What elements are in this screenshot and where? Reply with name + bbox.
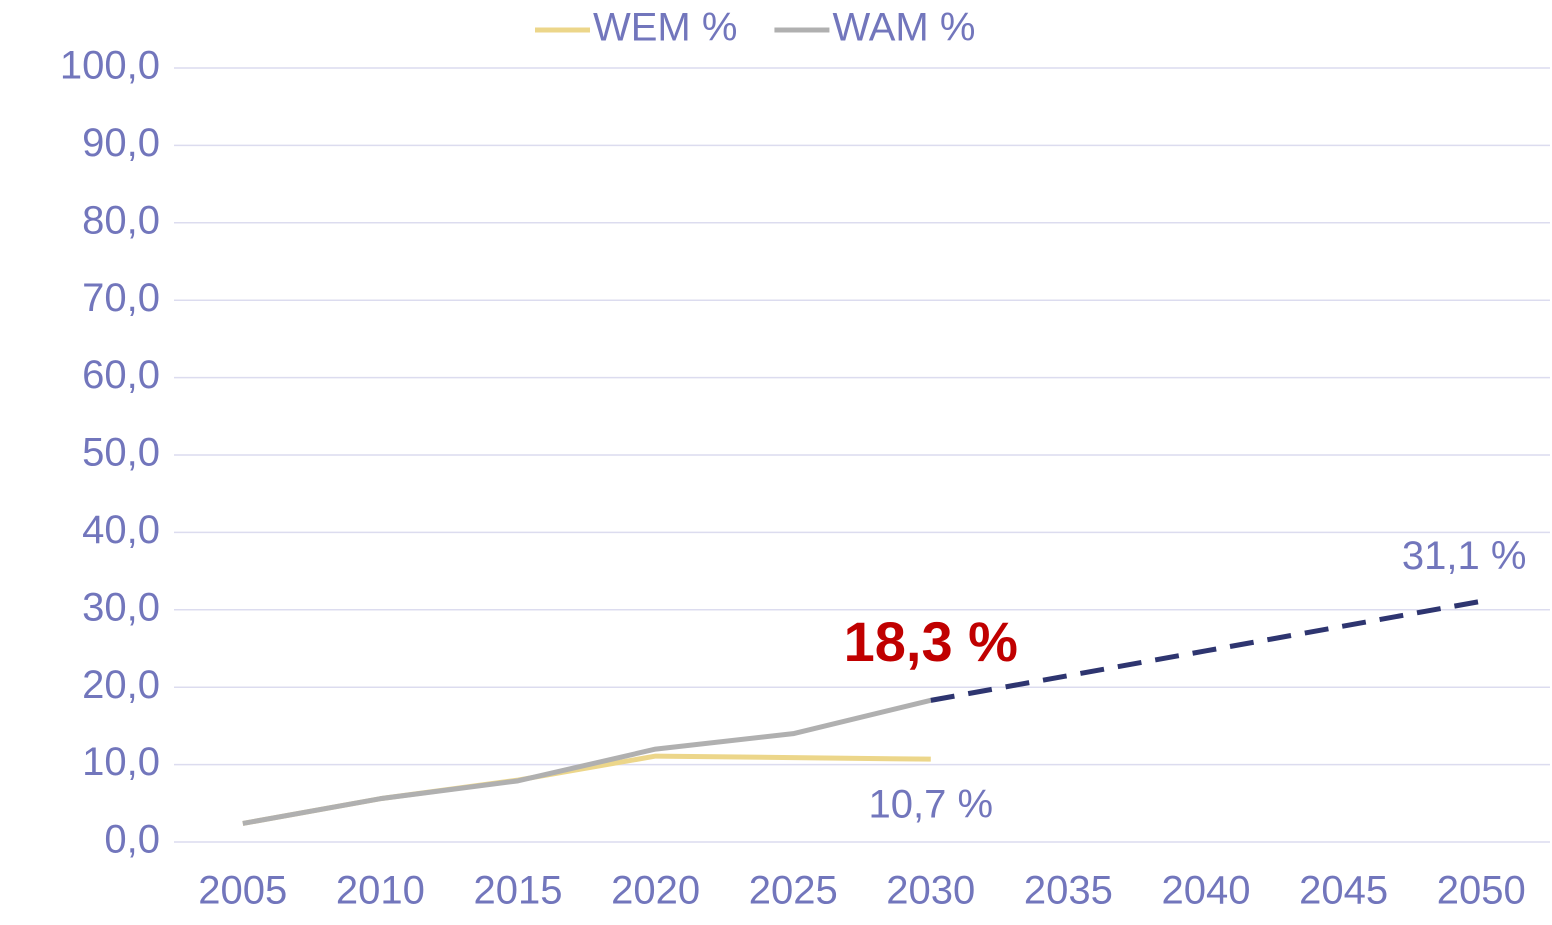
- y-tick-label: 90,0: [82, 121, 160, 165]
- x-tick-label: 2040: [1162, 869, 1251, 913]
- x-tick-label: 2035: [1024, 869, 1113, 913]
- y-tick-label: 0,0: [104, 818, 160, 862]
- series-line: [930, 598, 1482, 703]
- x-tick-label: 2005: [198, 869, 287, 913]
- data-label: 10,7 %: [869, 783, 994, 827]
- x-tick-label: 2020: [611, 869, 700, 913]
- y-tick-label: 30,0: [82, 585, 160, 629]
- x-tick-label: 2030: [886, 869, 975, 913]
- x-tick-label: 2010: [336, 869, 425, 913]
- y-tick-label: 70,0: [82, 276, 160, 320]
- data-label: 31,1 %: [1402, 534, 1527, 578]
- x-tick-label: 2015: [474, 869, 563, 913]
- y-tick-label: 20,0: [82, 663, 160, 707]
- series-line: [242, 697, 932, 826]
- y-tick-label: 100,0: [60, 44, 160, 88]
- y-tick-label: 80,0: [82, 198, 160, 242]
- y-tick-label: 60,0: [82, 353, 160, 397]
- data-label: 18,3 %: [844, 610, 1018, 673]
- x-tick-label: 2025: [749, 869, 838, 913]
- x-tick-label: 2050: [1437, 869, 1526, 913]
- y-tick-label: 10,0: [82, 740, 160, 784]
- x-tick-label: 2045: [1299, 869, 1388, 913]
- legend-label: WAM %: [832, 6, 975, 50]
- y-tick-label: 50,0: [82, 431, 160, 475]
- legend-label: WEM %: [593, 6, 737, 50]
- y-tick-label: 40,0: [82, 508, 160, 552]
